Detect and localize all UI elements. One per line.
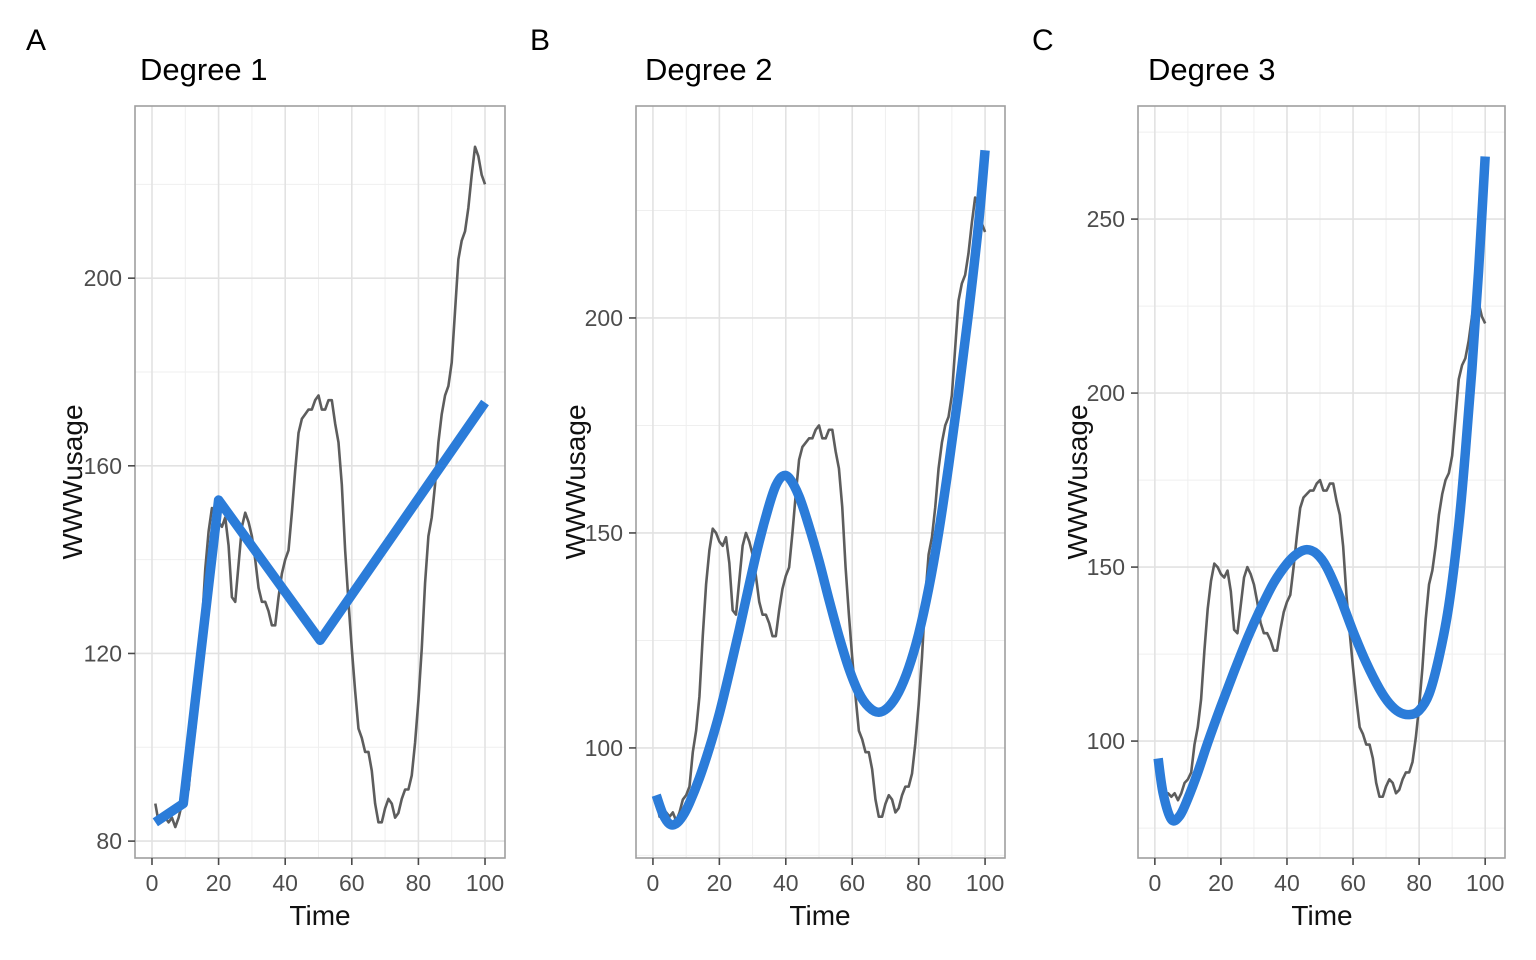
y-axis-title-a: WWWusage (57, 404, 88, 560)
x-tick-label: 80 (1406, 870, 1432, 896)
panel-background (135, 106, 505, 858)
y-tick-label: 200 (1087, 380, 1125, 406)
y-tick-label: 250 (1087, 206, 1125, 232)
x-tick-label: 100 (966, 870, 1004, 896)
panel-title-degree-1: Degree 1 (140, 52, 268, 87)
x-tick-label: 40 (773, 870, 799, 896)
x-tick-label: 80 (906, 870, 932, 896)
x-tick-label: 60 (1340, 870, 1366, 896)
y-tick-label: 160 (84, 453, 122, 479)
panel-degree-2: 0 20 40 60 80 100 100 150 200 (585, 105, 1006, 896)
panel-degree-1: 0 20 40 60 80 100 80 120 160 200 (84, 105, 506, 896)
panel-title-degree-2: Degree 2 (645, 52, 773, 87)
x-axis-title-b: Time (789, 900, 851, 931)
x-axis-title-a: Time (289, 900, 351, 931)
y-tick-label: 200 (585, 305, 623, 331)
x-tick-label: 100 (1466, 870, 1504, 896)
x-tick-label: 20 (206, 870, 232, 896)
x-tick-label: 60 (339, 870, 365, 896)
panel-tag-c: C (1032, 24, 1054, 57)
y-axis-title-b: WWWusage (560, 404, 591, 560)
panel-tag-b: B (530, 24, 551, 57)
x-tick-label: 20 (1208, 870, 1234, 896)
y-axis-title-c: WWWusage (1062, 404, 1093, 560)
x-tick-label: 80 (406, 870, 432, 896)
x-tick-label: 40 (1274, 870, 1300, 896)
observed-line (154, 145, 487, 829)
x-tick-label: 0 (146, 870, 159, 896)
y-tick-label: 150 (585, 520, 623, 546)
fit-line (152, 399, 489, 827)
panel-border (1137, 105, 1506, 859)
y-tick-label: 120 (84, 640, 122, 666)
fit-line (651, 149, 990, 830)
x-tick-label: 0 (647, 870, 660, 896)
observed-line (1156, 294, 1487, 802)
y-tick-label: 100 (585, 735, 623, 761)
y-tick-label: 150 (1087, 554, 1125, 580)
fit-line (1153, 156, 1490, 826)
panel-border (635, 105, 1006, 859)
observed-line (654, 196, 987, 823)
y-tick-label: 200 (84, 265, 122, 291)
panel-tag-a: A (26, 24, 47, 57)
x-tick-label: 20 (707, 870, 733, 896)
panel-title-degree-3: Degree 3 (1148, 52, 1276, 87)
y-tick-label: 100 (1087, 728, 1125, 754)
x-tick-label: 40 (272, 870, 298, 896)
x-tick-label: 100 (466, 870, 504, 896)
panel-border (134, 105, 506, 859)
panel-degree-3: 0 20 40 60 80 100 100 150 200 250 (1087, 105, 1506, 896)
x-axis-title-c: Time (1291, 900, 1353, 931)
x-tick-label: 60 (839, 870, 865, 896)
y-tick-label: 80 (96, 828, 122, 854)
x-tick-label: 0 (1148, 870, 1161, 896)
